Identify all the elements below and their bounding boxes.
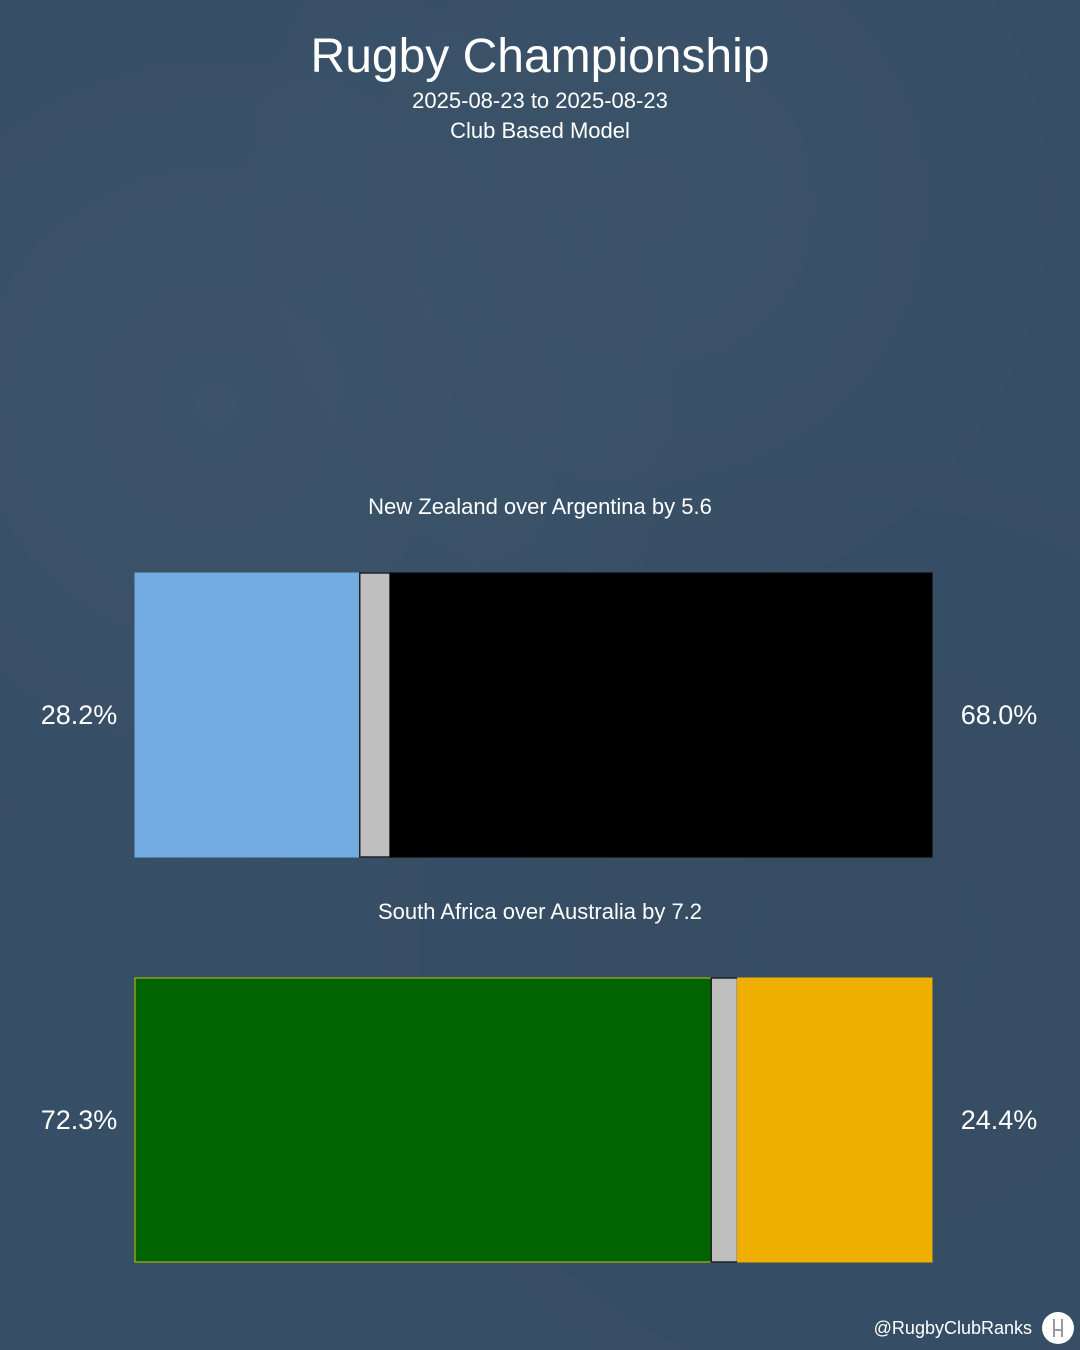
home-win-bar <box>134 572 361 858</box>
twitter-handle: @RugbyClubRanks <box>873 1317 1032 1338</box>
home-win-bar <box>134 977 712 1263</box>
away-win-percentage: 24.4% <box>961 1105 1038 1135</box>
rugby-posts-icon <box>1042 1312 1074 1344</box>
chart-model-name: Club Based Model <box>450 118 630 143</box>
away-win-percentage: 68.0% <box>961 700 1038 730</box>
chart-date-range: 2025-08-23 to 2025-08-23 <box>412 88 668 113</box>
match-label: South Africa over Australia by 7.2 <box>378 899 702 924</box>
away-win-bar <box>389 572 933 858</box>
draw-bar <box>710 977 739 1263</box>
draw-bar <box>359 572 391 858</box>
chart-header: Rugby Championship 2025-08-23 to 2025-08… <box>0 28 1080 146</box>
home-win-percentage: 72.3% <box>41 1105 118 1135</box>
away-win-bar <box>737 977 933 1263</box>
footer: @RugbyClubRanks <box>874 1312 1074 1344</box>
chart-title: Rugby Championship <box>310 30 770 83</box>
match-label: New Zealand over Argentina by 5.6 <box>368 494 712 519</box>
home-win-percentage: 28.2% <box>41 700 118 730</box>
